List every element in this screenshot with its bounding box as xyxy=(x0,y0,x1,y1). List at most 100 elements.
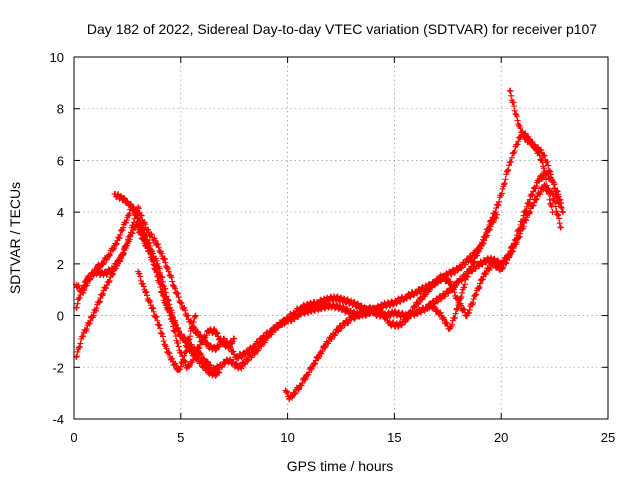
interpolated-point xyxy=(454,305,461,312)
x-tick-label: 0 xyxy=(70,430,77,445)
interpolated-point xyxy=(301,310,308,317)
y-tick-label: -4 xyxy=(52,412,64,427)
interpolated-point xyxy=(103,282,110,289)
interpolated-point xyxy=(510,248,517,255)
interpolated-point xyxy=(474,249,481,256)
interpolated-point xyxy=(332,332,339,339)
interpolated-point xyxy=(162,341,169,348)
interpolated-point xyxy=(284,389,291,396)
interpolated-point xyxy=(170,327,177,334)
interpolated-point xyxy=(160,290,167,297)
interpolated-point xyxy=(160,338,167,345)
interpolated-point xyxy=(157,281,164,288)
data-point xyxy=(496,198,503,205)
data-point xyxy=(141,235,148,241)
interpolated-point xyxy=(182,349,189,356)
interpolated-point xyxy=(163,300,170,307)
interpolated-point xyxy=(545,190,552,197)
interpolated-point xyxy=(93,307,100,314)
interpolated-point xyxy=(511,148,518,155)
interpolated-point xyxy=(172,317,179,324)
interpolated-point xyxy=(383,313,390,320)
interpolated-point xyxy=(533,196,540,203)
interpolated-point xyxy=(174,290,181,297)
interpolated-point xyxy=(458,264,465,271)
interpolated-point xyxy=(459,289,466,296)
interpolated-point xyxy=(483,270,490,277)
interpolated-point xyxy=(147,247,154,254)
interpolated-point xyxy=(453,306,460,313)
interpolated-point xyxy=(495,202,502,209)
interpolated-point xyxy=(162,259,169,266)
interpolated-point xyxy=(439,315,446,322)
interpolated-point xyxy=(530,141,537,148)
interpolated-point xyxy=(86,277,93,284)
data-point xyxy=(162,297,169,304)
interpolated-point xyxy=(443,276,450,283)
interpolated-point xyxy=(74,300,81,307)
interpolated-point xyxy=(214,368,221,375)
data-point xyxy=(468,263,475,270)
interpolated-point xyxy=(299,380,306,387)
interpolated-point xyxy=(289,313,296,320)
interpolated-point xyxy=(533,195,540,202)
interpolated-point xyxy=(107,250,114,257)
interpolated-point xyxy=(174,324,181,331)
interpolated-point xyxy=(181,352,188,359)
interpolated-point xyxy=(500,264,507,271)
interpolated-point xyxy=(190,353,197,360)
interpolated-point xyxy=(196,344,203,351)
interpolated-point xyxy=(466,306,473,313)
interpolated-point xyxy=(74,348,81,355)
interpolated-point xyxy=(172,328,179,335)
interpolated-point xyxy=(418,296,425,303)
y-tick-label: 2 xyxy=(57,257,64,272)
interpolated-point xyxy=(155,271,162,278)
y-tick-label: 8 xyxy=(57,102,64,117)
interpolated-point xyxy=(220,338,227,345)
interpolated-point xyxy=(542,170,549,177)
interpolated-point xyxy=(123,198,130,205)
interpolated-point xyxy=(166,350,173,357)
interpolated-point xyxy=(322,343,329,350)
interpolated-point xyxy=(136,223,143,230)
interpolated-point xyxy=(105,251,112,258)
interpolated-point xyxy=(252,343,259,350)
interpolated-point xyxy=(198,351,205,358)
interpolated-point xyxy=(379,310,386,317)
interpolated-point xyxy=(533,183,540,190)
interpolated-point xyxy=(414,311,421,318)
data-point xyxy=(523,203,530,210)
interpolated-point xyxy=(73,353,80,360)
interpolated-point xyxy=(393,300,400,307)
interpolated-point xyxy=(148,231,155,238)
interpolated-point xyxy=(163,345,170,352)
interpolated-point xyxy=(422,291,429,298)
interpolated-point xyxy=(471,258,478,265)
interpolated-point xyxy=(436,310,443,317)
interpolated-point xyxy=(119,227,126,234)
interpolated-point xyxy=(186,336,193,343)
interpolated-point xyxy=(245,350,252,357)
interpolated-point xyxy=(140,283,147,290)
interpolated-point xyxy=(187,327,194,334)
interpolated-point xyxy=(383,314,390,321)
interpolated-point xyxy=(537,189,544,196)
interpolated-point xyxy=(283,388,290,395)
interpolated-point xyxy=(126,210,133,217)
interpolated-point xyxy=(465,309,472,316)
interpolated-point xyxy=(520,223,527,230)
interpolated-point xyxy=(182,307,189,314)
interpolated-point xyxy=(184,312,191,319)
interpolated-point xyxy=(283,389,290,396)
interpolated-point xyxy=(447,278,454,285)
interpolated-point xyxy=(502,176,509,183)
interpolated-point xyxy=(487,223,494,230)
interpolated-point xyxy=(315,307,322,314)
interpolated-point xyxy=(93,305,100,312)
interpolated-point xyxy=(140,230,147,237)
interpolated-point xyxy=(190,319,197,326)
interpolated-point xyxy=(458,293,465,300)
interpolated-point xyxy=(140,231,147,238)
interpolated-point xyxy=(166,308,173,315)
